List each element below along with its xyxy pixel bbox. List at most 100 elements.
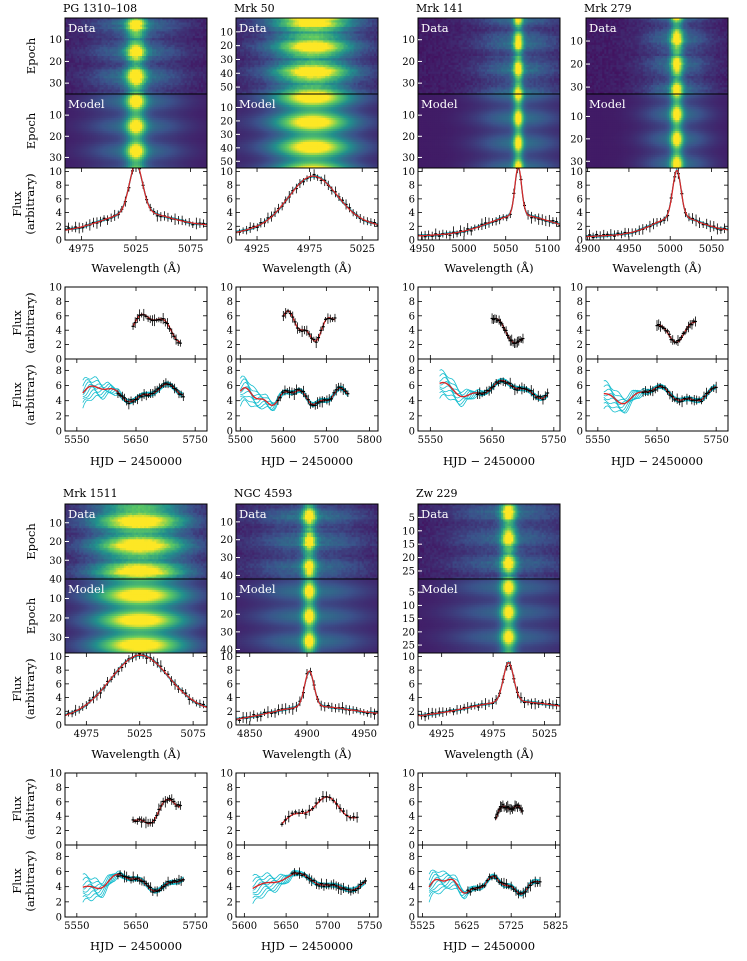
map-cell [188, 91, 192, 95]
map-cell [158, 44, 161, 48]
map-cell [109, 29, 113, 32]
map-cell [125, 85, 129, 88]
map-cell [83, 31, 86, 35]
map-cell [204, 87, 208, 90]
map-cell [127, 82, 131, 86]
map-cell [107, 47, 111, 50]
y-tick-label: 8 [56, 297, 62, 308]
map-cell [140, 33, 143, 37]
map-cell [146, 60, 149, 64]
map-cell [133, 82, 137, 86]
map-cell [174, 20, 177, 23]
map-cell [115, 96, 119, 99]
map-cell [71, 94, 74, 97]
x-tick-label: 5025 [123, 244, 148, 255]
map-cell [75, 40, 78, 43]
map-cell [129, 24, 133, 28]
map-cell [121, 38, 125, 41]
map-cell [89, 100, 92, 104]
map-cell [164, 98, 167, 101]
map-cell [121, 42, 125, 46]
map-cell [138, 89, 141, 93]
map-cell [150, 42, 153, 46]
map-cell [133, 96, 137, 99]
map-cell [125, 78, 129, 81]
map-cell [180, 40, 184, 43]
map-cell [170, 24, 173, 28]
map-cell [158, 38, 161, 41]
map-cell [101, 69, 104, 73]
map-cell [160, 29, 163, 32]
map-cell [99, 33, 102, 37]
map-cell [103, 91, 106, 95]
map-cell [129, 69, 133, 73]
map-cell [200, 94, 204, 97]
map-cell [176, 85, 179, 88]
map-cell [194, 29, 198, 32]
map-cell [194, 69, 198, 73]
map-cell [77, 60, 80, 64]
map-cell [99, 20, 102, 23]
map-cell [154, 85, 157, 88]
map-cell [133, 44, 137, 48]
map-cell [69, 85, 72, 88]
map-cell [129, 100, 133, 104]
map-cell [87, 38, 90, 41]
map-cell [99, 24, 102, 28]
map-cell [71, 49, 74, 52]
map-cell [69, 96, 72, 99]
map-cell [117, 53, 121, 57]
map-cell [69, 80, 72, 84]
map-cell [140, 73, 143, 77]
map-cell [154, 58, 157, 61]
map-cell [97, 56, 100, 59]
map-cell [136, 64, 139, 68]
map-cell [204, 29, 208, 32]
map-cell [168, 69, 171, 73]
map-cell [107, 53, 111, 57]
map-cell [192, 67, 196, 70]
map-cell [119, 71, 123, 75]
map-cell [144, 58, 147, 61]
map-cell [97, 80, 100, 84]
map-cell [194, 64, 198, 68]
map-cell [138, 91, 141, 95]
map-cell [79, 64, 82, 68]
map-cell [91, 53, 94, 57]
map-cell [166, 31, 169, 35]
map-cell [156, 40, 159, 43]
map-cell [123, 29, 127, 32]
map-cell [99, 71, 102, 75]
map-cell [119, 53, 123, 57]
map-cell [204, 56, 208, 59]
map-cell [174, 42, 177, 46]
map-cell [91, 35, 94, 39]
map-cell [129, 76, 133, 79]
map-cell [172, 73, 175, 77]
map-cell [89, 76, 92, 79]
map-cell [93, 51, 96, 55]
map-cell [148, 85, 151, 88]
map-cell [190, 33, 194, 37]
map-cell [131, 31, 135, 35]
map-cell [150, 58, 153, 61]
map-cell [95, 64, 98, 68]
map-cell [65, 22, 68, 26]
map-cell [168, 85, 171, 88]
map-cell [152, 69, 155, 73]
map-cell [178, 62, 182, 66]
map-cell [99, 69, 102, 73]
map-cell [133, 33, 137, 37]
map-cell [119, 94, 123, 97]
map-cell [65, 18, 68, 21]
map-cell [85, 78, 88, 81]
map-cell [192, 64, 196, 68]
map-cell [146, 80, 149, 84]
map-cell [164, 47, 167, 50]
map-cell [115, 64, 119, 68]
map-cell [172, 53, 175, 57]
map-cell [168, 56, 171, 59]
map-cell [160, 49, 163, 52]
map-cell [198, 89, 202, 93]
